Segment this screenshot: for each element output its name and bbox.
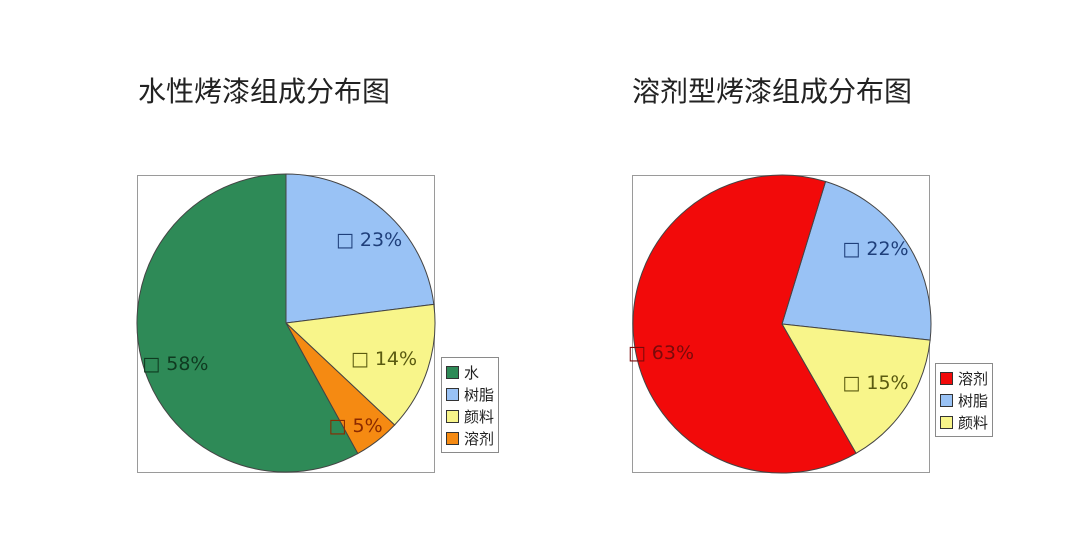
pie-slice-0-1	[284, 303, 436, 426]
legend-swatch	[446, 387, 459, 401]
legend-swatch	[446, 365, 459, 379]
data-label: □ 15%	[842, 371, 909, 394]
legend-item: 溶剂	[446, 427, 494, 449]
pie-slice-1-0	[781, 180, 932, 341]
legend-swatch	[940, 371, 953, 385]
legend-label: 树脂	[464, 385, 495, 404]
legend-item: 颜料	[940, 411, 988, 433]
data-label: □ 23%	[335, 229, 403, 252]
chart-title-solvent: 溶剂型烤漆组成分布图	[632, 75, 913, 108]
legend-waterborne: 水树脂 颜料 溶剂	[441, 357, 500, 453]
legend-swatch	[940, 393, 953, 407]
legend-item: 溶剂	[940, 367, 988, 389]
legend-label: 溶剂	[464, 429, 495, 448]
legend-swatch	[446, 431, 459, 445]
legend-item: 颜料	[446, 405, 494, 427]
pie-slice-0-3	[136, 173, 359, 473]
legend-item: 树脂	[446, 383, 494, 405]
pie-slice-1-2	[632, 174, 857, 474]
legend-item: 树脂	[940, 389, 988, 411]
legend-label: 颜料	[464, 407, 495, 426]
legend-item: 水	[446, 361, 494, 383]
legend-swatch	[446, 409, 459, 423]
chart-title-waterborne: 水性烤漆组成分布图	[138, 75, 391, 108]
legend-label: 树脂	[958, 391, 989, 410]
data-label: □ 63%	[627, 341, 695, 364]
data-label: □ 58%	[142, 352, 209, 375]
legend-label: 水	[464, 363, 480, 382]
legend-label: 溶剂	[958, 369, 989, 388]
pie-slice-1-1	[781, 323, 931, 454]
legend-solvent: 溶剂 树脂 颜料	[935, 363, 994, 437]
data-label: □ 14%	[350, 348, 418, 371]
legend-label: 颜料	[958, 413, 989, 432]
data-label: □ 22%	[842, 237, 909, 260]
data-label: □ 5%	[328, 415, 383, 438]
pie-slice-0-0	[285, 173, 435, 324]
legend-swatch	[940, 415, 953, 429]
